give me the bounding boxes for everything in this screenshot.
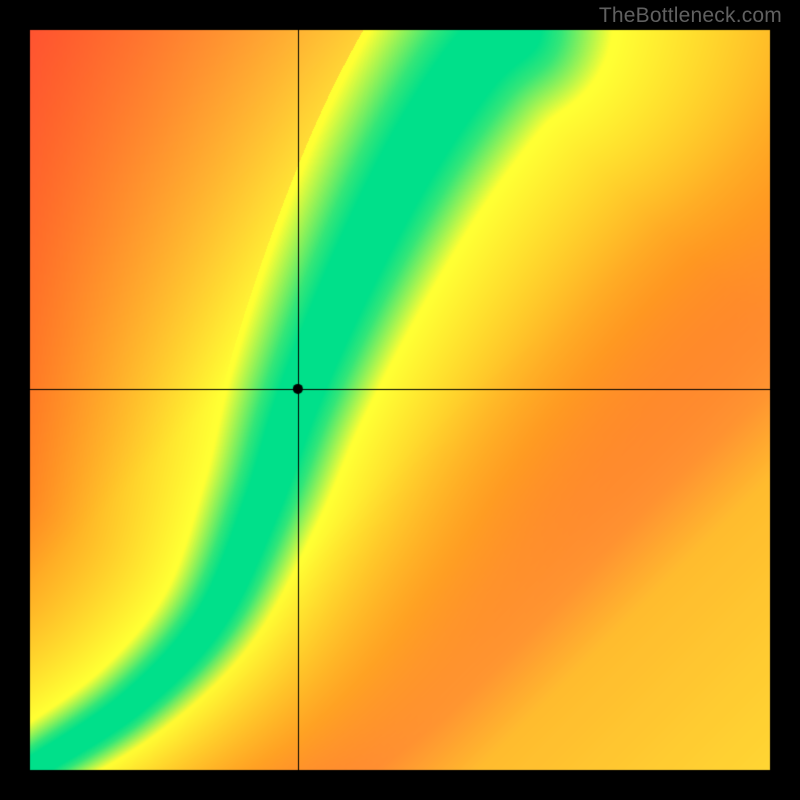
chart-container: TheBottleneck.com <box>0 0 800 800</box>
heatmap-canvas <box>0 0 800 800</box>
watermark-text: TheBottleneck.com <box>599 4 782 28</box>
